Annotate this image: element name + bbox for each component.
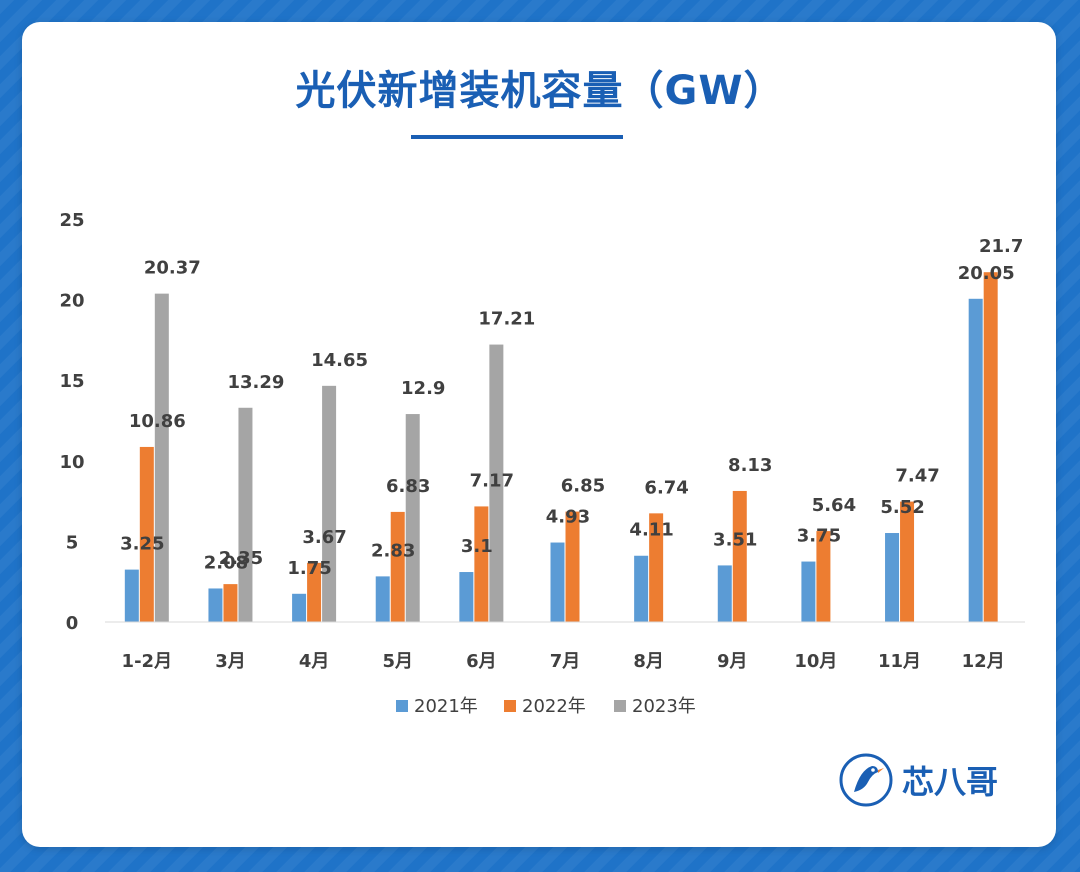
x-tick-label: 4月 — [299, 651, 330, 672]
data-label: 20.05 — [958, 263, 1015, 284]
bar-2021年-5月 — [375, 576, 390, 622]
data-label: 21.7 — [979, 236, 1023, 257]
bar-2022年-7月 — [565, 511, 580, 622]
bar-2021年-7月 — [550, 542, 565, 622]
y-tick-label: 15 — [59, 371, 84, 392]
legend: 2021年 2022年 2023年 — [396, 696, 696, 717]
brand-logo: 芯八哥 — [838, 752, 998, 808]
x-tick-label: 12月 — [962, 651, 1005, 672]
bar-2023年-1-2月 — [154, 293, 169, 622]
x-tick-label: 8月 — [633, 651, 664, 672]
chart-title: 光伏新增装机容量（GW） — [295, 68, 785, 114]
bar-2022年-8月 — [649, 513, 664, 622]
y-axis: 0 5 10 15 20 25 — [59, 210, 84, 634]
bar-2023年-5月 — [405, 414, 420, 622]
x-tick-label: 7月 — [550, 651, 581, 672]
bar-2022年-11月 — [900, 501, 915, 622]
data-label: 2.08 — [204, 552, 248, 573]
chart-card — [22, 22, 1056, 847]
data-label: 20.37 — [144, 258, 201, 279]
x-tick-label: 3月 — [215, 651, 246, 672]
data-label: 7.47 — [895, 466, 939, 487]
bar-2022年-6月 — [474, 506, 489, 622]
bar-2021年-8月 — [634, 555, 649, 622]
x-axis: 1-2月 3月 4月 5月 6月 7月 8月 9月 10月 11月 12月 — [105, 621, 1025, 672]
bar-2021年-10月 — [801, 561, 816, 622]
data-label: 4.11 — [629, 520, 673, 541]
data-label: 2.83 — [371, 540, 415, 561]
bar-2022年-5月 — [390, 511, 405, 622]
bar-2022年-9月 — [732, 490, 747, 622]
data-label: 3.67 — [302, 527, 346, 548]
x-tick-label: 11月 — [878, 651, 921, 672]
data-label: 1.75 — [287, 558, 331, 579]
y-tick-label: 5 — [66, 532, 79, 553]
data-label: 7.17 — [470, 470, 514, 491]
data-label: 13.29 — [227, 372, 284, 393]
legend-label: 2023年 — [632, 696, 696, 717]
x-tick-label: 10月 — [794, 651, 837, 672]
legend-swatch — [396, 700, 408, 712]
bird-logo-icon — [839, 753, 893, 807]
bar-2022年-12月 — [983, 272, 998, 622]
y-tick-label: 0 — [66, 613, 79, 634]
x-tick-label: 1-2月 — [122, 651, 173, 672]
data-label: 6.74 — [644, 477, 688, 498]
bar-2021年-3月 — [208, 588, 223, 622]
x-tick-label: 5月 — [382, 651, 413, 672]
bar-2022年-4月 — [307, 562, 322, 622]
bar-2021年-4月 — [292, 593, 307, 622]
data-label: 4.93 — [546, 507, 590, 528]
bar-2021年-6月 — [459, 572, 474, 622]
bar-marks — [124, 272, 998, 622]
data-label: 3.1 — [461, 536, 493, 557]
data-label: 12.9 — [401, 378, 445, 399]
data-label: 5.64 — [812, 495, 856, 516]
title-underline — [411, 135, 623, 139]
y-tick-label: 10 — [59, 452, 84, 473]
data-label: 3.25 — [120, 534, 164, 555]
legend-label: 2021年 — [414, 696, 478, 717]
bar-2021年-12月 — [968, 298, 983, 622]
data-label: 10.86 — [129, 411, 186, 432]
data-label: 8.13 — [728, 455, 772, 476]
bar-2023年-6月 — [489, 344, 504, 622]
data-label: 6.85 — [561, 476, 605, 497]
bar-2023年-3月 — [238, 407, 253, 622]
data-label: 3.75 — [797, 526, 841, 547]
legend-label: 2022年 — [522, 696, 586, 717]
bar-2022年-10月 — [816, 531, 831, 622]
bar-2022年-3月 — [223, 584, 238, 622]
data-label: 2.35 — [219, 548, 263, 569]
data-label: 5.52 — [880, 497, 924, 518]
data-label: 17.21 — [478, 309, 535, 330]
data-label: 6.83 — [386, 476, 430, 497]
bar-2021年-1-2月 — [124, 569, 139, 622]
data-labels: 3.25 10.86 20.37 2.082.35 13.29 1.75 3.67 14.65… — [120, 236, 1023, 579]
x-tick-label: 9月 — [717, 651, 748, 672]
data-label: 3.51 — [713, 529, 757, 550]
bar-2022年-1-2月 — [139, 446, 154, 622]
data-label: 14.65 — [311, 350, 368, 371]
legend-swatch — [614, 700, 626, 712]
brand-name: 芯八哥 — [902, 763, 999, 801]
bar-2021年-9月 — [717, 565, 732, 622]
y-tick-label: 25 — [59, 210, 84, 231]
y-tick-label: 20 — [59, 291, 84, 312]
legend-swatch — [504, 700, 516, 712]
x-tick-label: 6月 — [466, 651, 497, 672]
bar-2023年-4月 — [322, 385, 337, 622]
bar-2021年-11月 — [885, 533, 900, 622]
